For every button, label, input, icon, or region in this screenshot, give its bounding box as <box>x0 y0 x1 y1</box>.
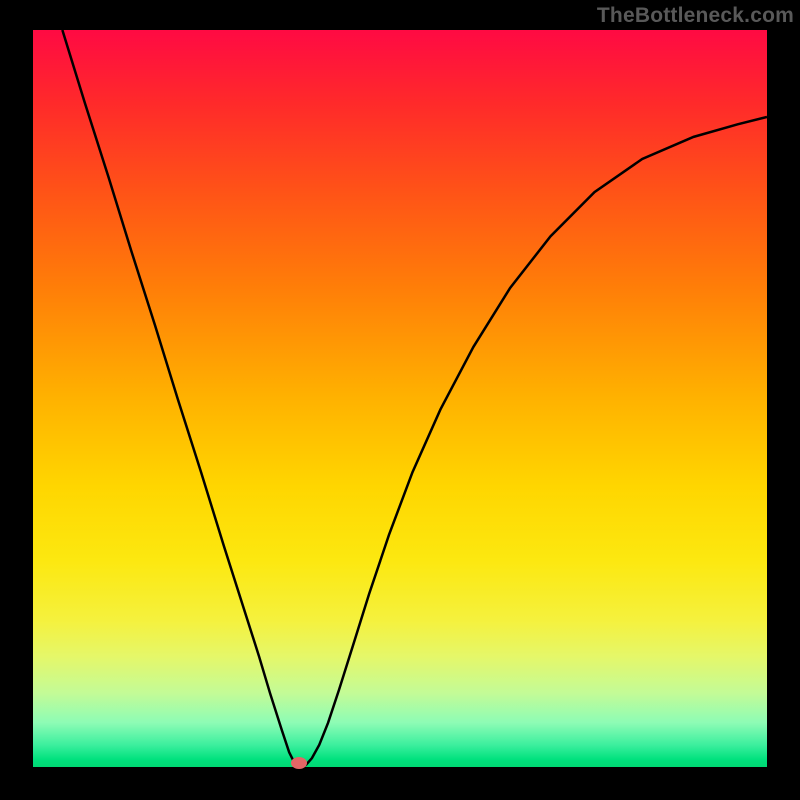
gradient-background <box>33 30 767 767</box>
minimum-marker <box>291 757 307 769</box>
watermark-text: TheBottleneck.com <box>597 4 794 28</box>
plot-area <box>33 30 767 767</box>
